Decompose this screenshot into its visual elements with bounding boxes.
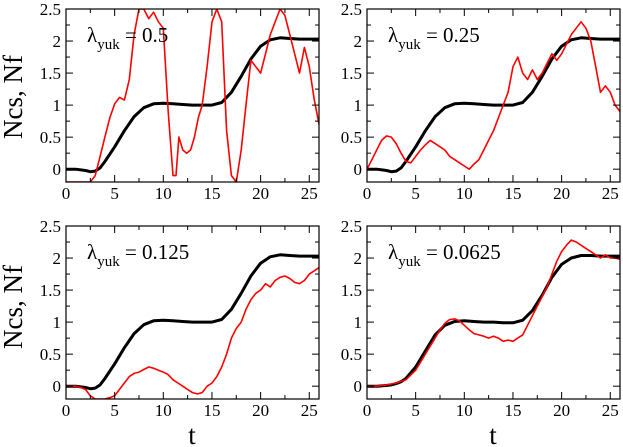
x-tick-label: 10 — [456, 184, 473, 203]
lambda-value: = 0.5 — [120, 23, 169, 47]
x-axis-label-right: t — [489, 420, 497, 447]
panel-1: 0 5 10 15 20 25 0 0.5 1 1.5 2 2.5 λyuk = 0.5 — [40, 0, 320, 203]
y-tick-label: 1 — [53, 313, 62, 332]
lambda-value: = 0.0625 — [421, 240, 501, 264]
lambda-value: = 0.25 — [421, 23, 480, 47]
y-tick-label: 1.5 — [40, 281, 61, 300]
y-tick-label: 0.5 — [341, 128, 362, 147]
y-tick-label: 2 — [354, 249, 363, 268]
y-axis-label-top: Ncs, Nf — [0, 55, 28, 139]
lambda-subscript: yuk — [398, 254, 421, 270]
lambda-subscript: yuk — [97, 37, 120, 53]
y-tick-label: 0 — [53, 377, 62, 396]
y-tick-label: 1 — [354, 96, 363, 115]
y-tick-label: 2.5 — [341, 0, 362, 19]
y-tick-label: 1 — [53, 96, 62, 115]
x-tick-label: 0 — [363, 401, 372, 420]
plot-frame — [65, 225, 320, 400]
x-tick-label: 25 — [602, 401, 619, 420]
x-tick-label: 5 — [411, 401, 420, 420]
x-tick-label: 10 — [456, 401, 473, 420]
x-tick-label: 20 — [553, 401, 570, 420]
y-tick-label: 2 — [53, 249, 62, 268]
x-tick-label: 5 — [110, 184, 119, 203]
x-tick-label: 10 — [155, 401, 172, 420]
series-ncs-black-line — [66, 253, 319, 391]
panel-4: 0 5 10 15 20 25 0 0.5 1 1.5 2 2.5 λyuk = 0.0625 — [341, 217, 621, 420]
x-tick-label: 0 — [363, 184, 372, 203]
x-tick-label: 5 — [110, 401, 119, 420]
y-tick-label: 1.5 — [341, 281, 362, 300]
y-axis-label-bottom: Ncs, Nf — [0, 265, 28, 349]
y-tick-label: 0.5 — [40, 345, 61, 364]
series-ncs-black-line — [66, 36, 319, 174]
x-tick-label: 15 — [504, 401, 521, 420]
x-tick-label: 5 — [411, 184, 420, 203]
y-tick-label: 0 — [354, 377, 363, 396]
x-tick-label: 15 — [203, 184, 220, 203]
y-tick-label: 1.5 — [40, 64, 61, 83]
x-tick-label: 20 — [553, 184, 570, 203]
y-tick-label: 1.5 — [341, 64, 362, 83]
y-tick-label: 0 — [53, 160, 62, 179]
panel-3: 0 5 10 15 20 25 0 0.5 1 1.5 2 2.5 λyuk = 0.125 — [40, 217, 320, 420]
lambda-symbol: λ — [87, 23, 98, 47]
x-tick-label: 25 — [602, 184, 619, 203]
plot-frame — [366, 8, 621, 183]
x-tick-label: 0 — [62, 401, 71, 420]
lambda-annotation: λyuk = 0.125 — [87, 240, 189, 270]
y-tick-label: 2.5 — [341, 217, 362, 236]
lambda-symbol: λ — [388, 23, 399, 47]
x-tick-label: 20 — [252, 401, 269, 420]
panel-2: 0 5 10 15 20 25 0 0.5 1 1.5 2 2.5 λyuk = 0.25 — [341, 0, 621, 203]
x-tick-label: 25 — [301, 184, 318, 203]
x-axis-label-left: t — [188, 420, 196, 447]
lambda-symbol: λ — [388, 240, 399, 264]
x-tick-label: 15 — [203, 401, 220, 420]
series-ncs-black-line — [367, 254, 620, 388]
y-tick-label: 2.5 — [40, 217, 61, 236]
lambda-subscript: yuk — [398, 37, 421, 53]
y-tick-label: 2 — [53, 32, 62, 51]
lambda-annotation: λyuk = 0.25 — [388, 23, 480, 53]
x-tick-label: 25 — [301, 401, 318, 420]
lambda-subscript: yuk — [97, 254, 120, 270]
series-nf-red-line — [367, 20, 620, 170]
y-tick-label: 0.5 — [40, 128, 61, 147]
y-tick-label: 0.5 — [341, 345, 362, 364]
lambda-annotation: λyuk = 0.0625 — [388, 240, 501, 270]
x-tick-label: 10 — [155, 184, 172, 203]
plot-frame — [65, 8, 320, 183]
lambda-value: = 0.125 — [120, 240, 190, 264]
y-tick-label: 2 — [354, 32, 363, 51]
y-tick-label: 2.5 — [40, 0, 61, 19]
lambda-annotation: λyuk = 0.5 — [87, 23, 168, 53]
series-nf-red-line — [367, 239, 620, 388]
series-ncs-black-line — [367, 36, 620, 174]
series-nf-red-line — [66, 266, 319, 399]
lambda-symbol: λ — [87, 240, 98, 264]
x-tick-label: 0 — [62, 184, 71, 203]
y-tick-label: 0 — [354, 160, 363, 179]
series-nf-red-line — [66, 9, 319, 182]
x-tick-label: 15 — [504, 184, 521, 203]
y-tick-label: 1 — [354, 313, 363, 332]
plot-frame — [366, 225, 621, 400]
x-tick-label: 20 — [252, 184, 269, 203]
